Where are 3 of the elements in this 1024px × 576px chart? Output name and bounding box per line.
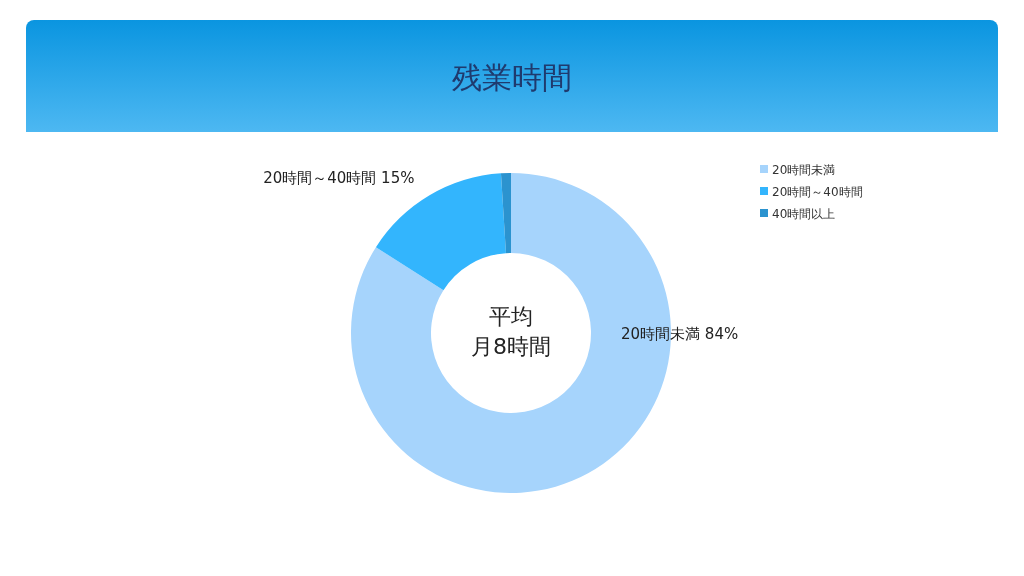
- annotation: 平均: [489, 304, 533, 329]
- title: 残業時間: [452, 60, 572, 95]
- annotation: 月8時間: [471, 334, 551, 359]
